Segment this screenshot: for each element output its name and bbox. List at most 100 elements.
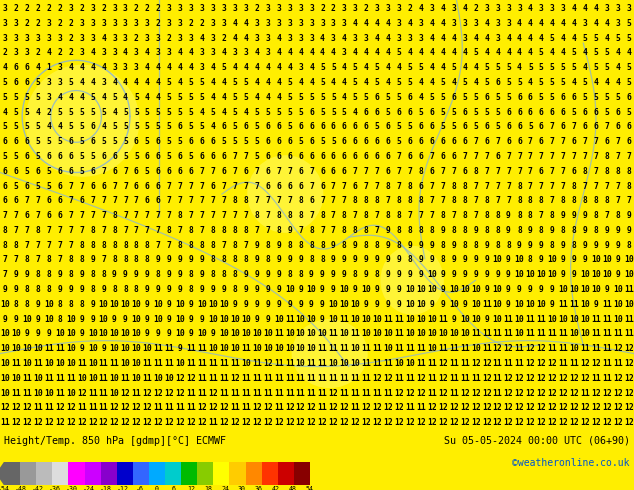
Text: 7: 7 xyxy=(506,196,511,205)
Text: 9: 9 xyxy=(429,241,434,250)
Text: 7: 7 xyxy=(484,167,489,176)
Text: 9: 9 xyxy=(605,285,609,294)
Text: 5: 5 xyxy=(36,181,41,191)
Text: 5: 5 xyxy=(13,181,18,191)
Text: 4: 4 xyxy=(506,49,511,57)
Text: 4: 4 xyxy=(441,49,445,57)
Text: 7: 7 xyxy=(462,152,467,161)
Text: 5: 5 xyxy=(626,63,631,72)
Text: 4: 4 xyxy=(462,49,467,57)
Text: 7: 7 xyxy=(418,211,424,220)
Text: 11: 11 xyxy=(208,418,218,427)
Text: 3: 3 xyxy=(112,34,117,43)
Text: 9: 9 xyxy=(298,300,303,309)
Text: 5: 5 xyxy=(233,137,237,146)
Text: 3: 3 xyxy=(90,34,95,43)
Text: 12: 12 xyxy=(438,403,448,412)
Text: 10: 10 xyxy=(384,329,393,339)
Text: 6: 6 xyxy=(517,108,522,117)
Text: 8: 8 xyxy=(462,241,467,250)
Text: 11: 11 xyxy=(580,389,590,397)
Text: 9: 9 xyxy=(276,255,281,265)
Text: 8: 8 xyxy=(123,285,128,294)
Text: 4: 4 xyxy=(429,19,434,28)
Text: 11: 11 xyxy=(351,374,360,383)
Text: 4: 4 xyxy=(101,34,106,43)
Text: 10: 10 xyxy=(99,300,108,309)
Text: 6: 6 xyxy=(189,137,193,146)
Text: 11: 11 xyxy=(186,403,196,412)
Text: 12: 12 xyxy=(77,389,87,397)
Text: 4: 4 xyxy=(243,34,249,43)
Text: 4: 4 xyxy=(243,19,249,28)
Text: 7: 7 xyxy=(200,226,205,235)
Text: 5: 5 xyxy=(90,108,95,117)
Text: 9: 9 xyxy=(561,255,566,265)
Text: 6: 6 xyxy=(265,122,270,131)
Text: 11: 11 xyxy=(515,359,524,368)
Text: 9: 9 xyxy=(167,255,172,265)
Text: 9: 9 xyxy=(243,285,249,294)
Ellipse shape xyxy=(380,246,444,315)
Text: 11: 11 xyxy=(559,344,568,353)
Text: 12: 12 xyxy=(624,374,634,383)
Text: 11: 11 xyxy=(131,389,141,397)
Text: 12: 12 xyxy=(602,389,612,397)
Text: 4: 4 xyxy=(572,34,577,43)
Text: 11: 11 xyxy=(274,389,283,397)
Text: 4: 4 xyxy=(593,19,598,28)
Text: 11: 11 xyxy=(547,329,557,339)
Text: 11: 11 xyxy=(416,344,426,353)
Text: 3: 3 xyxy=(221,4,226,13)
Text: 7: 7 xyxy=(221,241,226,250)
Text: 12: 12 xyxy=(307,403,316,412)
Text: 4: 4 xyxy=(561,49,566,57)
Text: 8: 8 xyxy=(572,241,577,250)
Text: 4: 4 xyxy=(178,63,183,72)
Text: 6: 6 xyxy=(68,137,73,146)
Text: 3: 3 xyxy=(418,19,424,28)
Text: 4: 4 xyxy=(3,108,8,117)
Text: 4: 4 xyxy=(265,63,270,72)
Text: 4: 4 xyxy=(418,78,424,87)
Text: 8: 8 xyxy=(25,285,29,294)
Text: 11: 11 xyxy=(87,389,98,397)
Text: 9: 9 xyxy=(101,285,106,294)
Text: 8: 8 xyxy=(418,226,424,235)
Text: 5: 5 xyxy=(626,78,631,87)
Text: 7: 7 xyxy=(429,152,434,161)
Text: 6: 6 xyxy=(172,486,176,490)
Text: 7: 7 xyxy=(112,181,117,191)
Text: 8: 8 xyxy=(233,226,237,235)
Text: 9: 9 xyxy=(561,241,566,250)
Text: 10: 10 xyxy=(427,344,437,353)
Text: 0: 0 xyxy=(155,486,159,490)
Text: 12: 12 xyxy=(263,359,273,368)
Bar xyxy=(84,462,101,485)
Text: 8: 8 xyxy=(79,300,84,309)
Text: 5: 5 xyxy=(626,19,631,28)
Text: 12: 12 xyxy=(536,344,547,353)
Text: 10: 10 xyxy=(285,344,295,353)
Text: 7: 7 xyxy=(309,181,314,191)
Text: 7: 7 xyxy=(561,152,566,161)
Text: 8: 8 xyxy=(561,196,566,205)
Text: 4: 4 xyxy=(616,78,621,87)
Text: 9: 9 xyxy=(364,255,369,265)
Text: 11: 11 xyxy=(328,374,339,383)
Text: 8: 8 xyxy=(462,181,467,191)
Text: 8: 8 xyxy=(605,152,609,161)
Text: 4: 4 xyxy=(342,63,347,72)
Text: 6: 6 xyxy=(156,152,161,161)
Text: 10: 10 xyxy=(99,315,108,323)
Text: 8: 8 xyxy=(309,226,314,235)
Text: 7: 7 xyxy=(276,196,281,205)
Text: 12: 12 xyxy=(361,418,371,427)
Text: 10: 10 xyxy=(110,344,119,353)
Text: 5: 5 xyxy=(418,108,424,117)
Bar xyxy=(278,462,294,485)
Text: 12: 12 xyxy=(318,418,327,427)
Text: 4: 4 xyxy=(353,49,358,57)
Text: 12: 12 xyxy=(482,374,491,383)
Text: 10: 10 xyxy=(515,329,524,339)
